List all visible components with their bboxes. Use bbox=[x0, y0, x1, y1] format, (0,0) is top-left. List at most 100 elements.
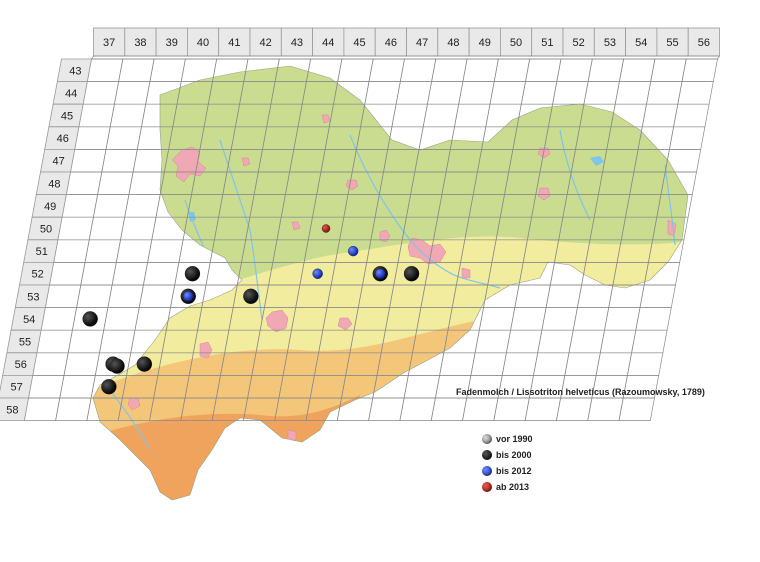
grid-cell bbox=[608, 284, 645, 308]
column-label: 45 bbox=[353, 37, 365, 49]
row-header bbox=[0, 397, 29, 422]
grid-cell bbox=[576, 284, 614, 308]
record-point bbox=[136, 356, 153, 372]
header-connector bbox=[90, 55, 721, 60]
grid-headers: 37 38 39 40 41 42 43 44 45 46 47 48 49 50 51 52 53 54 55 56… bbox=[0, 27, 721, 422]
grid-cell bbox=[364, 81, 401, 105]
features-layer bbox=[109, 114, 677, 451]
settlement-annaberg bbox=[287, 429, 297, 441]
settlement-zwickau bbox=[199, 341, 213, 359]
grid-cell bbox=[650, 58, 687, 82]
grid-cell bbox=[462, 58, 499, 82]
grid-cell bbox=[514, 284, 551, 308]
red-circle-icon bbox=[482, 482, 492, 492]
grid-cell bbox=[583, 81, 620, 105]
grid-cell bbox=[572, 307, 610, 331]
column-header bbox=[218, 27, 251, 57]
grid-cell bbox=[368, 397, 405, 421]
grid-cell bbox=[541, 307, 578, 331]
grid-cell bbox=[92, 194, 130, 218]
row-label: 50 bbox=[40, 224, 52, 236]
column-header bbox=[437, 27, 470, 57]
record-point bbox=[347, 245, 359, 257]
blue-circle-icon bbox=[482, 466, 492, 476]
grid-cell bbox=[23, 397, 61, 421]
column-label: 56 bbox=[698, 37, 710, 49]
grid-cell bbox=[138, 284, 176, 308]
row-label: 54 bbox=[23, 314, 35, 326]
record-point bbox=[403, 266, 420, 282]
grid-cell bbox=[28, 375, 65, 399]
column-header bbox=[186, 27, 220, 57]
settlement-hoyerswerda bbox=[537, 147, 551, 159]
grid-cell bbox=[391, 103, 428, 128]
grid-cell bbox=[70, 149, 107, 173]
grid-cell bbox=[76, 284, 113, 308]
row-label: 52 bbox=[31, 269, 43, 281]
column-label: 40 bbox=[197, 37, 209, 49]
grid-cell bbox=[44, 284, 82, 308]
column-header bbox=[249, 27, 282, 57]
grid-cell bbox=[49, 262, 86, 286]
grid-cell bbox=[101, 149, 138, 173]
legend: vor 1990 bis 2000 bis 2012 ab 2013 bbox=[482, 431, 533, 495]
grid-cell bbox=[61, 194, 99, 218]
grid-cell bbox=[614, 81, 652, 105]
grid-cell bbox=[478, 307, 516, 331]
grid-cell bbox=[426, 81, 464, 105]
row-label: 43 bbox=[69, 65, 81, 77]
grid-cell bbox=[677, 81, 714, 105]
row-label: 49 bbox=[44, 201, 56, 213]
grid-cell bbox=[626, 352, 664, 376]
record-point bbox=[375, 268, 386, 279]
column-label: 53 bbox=[604, 37, 616, 49]
species-title: Fadenmolch / Lissotriton helveticus (Raz… bbox=[456, 387, 705, 397]
grid-cell bbox=[57, 216, 94, 241]
grid-cell bbox=[489, 81, 526, 105]
grid-cell bbox=[501, 352, 539, 376]
record-point bbox=[321, 224, 331, 233]
settlement-pirna bbox=[461, 267, 471, 279]
settlement-torgau bbox=[321, 114, 331, 124]
grid-cell bbox=[595, 352, 633, 376]
grid-cell bbox=[86, 58, 124, 82]
column-label: 54 bbox=[635, 37, 647, 49]
grid-cell bbox=[524, 397, 562, 421]
grid-cell bbox=[80, 262, 117, 286]
grid-cell bbox=[403, 375, 441, 399]
column-header bbox=[593, 27, 626, 57]
row-label: 55 bbox=[19, 337, 31, 349]
grid-cell bbox=[635, 307, 672, 331]
row-label: 58 bbox=[6, 404, 18, 416]
record-point bbox=[109, 358, 125, 374]
record-point bbox=[243, 288, 259, 304]
river-mulde bbox=[219, 139, 263, 321]
grid-cell bbox=[78, 103, 115, 128]
column-label: 51 bbox=[541, 37, 553, 49]
column-label: 37 bbox=[103, 37, 115, 49]
grid-cell bbox=[113, 81, 151, 105]
row-label: 46 bbox=[57, 133, 69, 145]
grid-cell bbox=[99, 329, 136, 354]
grid-cell bbox=[439, 352, 476, 376]
row-label: 47 bbox=[52, 156, 64, 168]
column-header bbox=[625, 27, 658, 57]
grid-cell bbox=[107, 284, 144, 308]
column-label: 50 bbox=[510, 37, 522, 49]
grid-cell bbox=[673, 103, 710, 128]
grid-cell bbox=[604, 307, 641, 331]
settlement-dresden bbox=[407, 237, 447, 265]
grid-cell bbox=[32, 352, 69, 376]
column-header bbox=[562, 27, 595, 57]
grid-cell bbox=[431, 58, 468, 82]
row-label: 56 bbox=[15, 359, 27, 371]
grid-cell bbox=[646, 81, 683, 105]
column-header bbox=[124, 27, 157, 57]
grid-cell bbox=[587, 58, 625, 82]
grid-cell bbox=[552, 81, 589, 105]
column-label: 43 bbox=[291, 37, 303, 49]
record-point bbox=[82, 311, 98, 327]
record-point bbox=[183, 291, 194, 302]
grid-cell bbox=[368, 58, 405, 82]
records-layer bbox=[82, 224, 420, 395]
